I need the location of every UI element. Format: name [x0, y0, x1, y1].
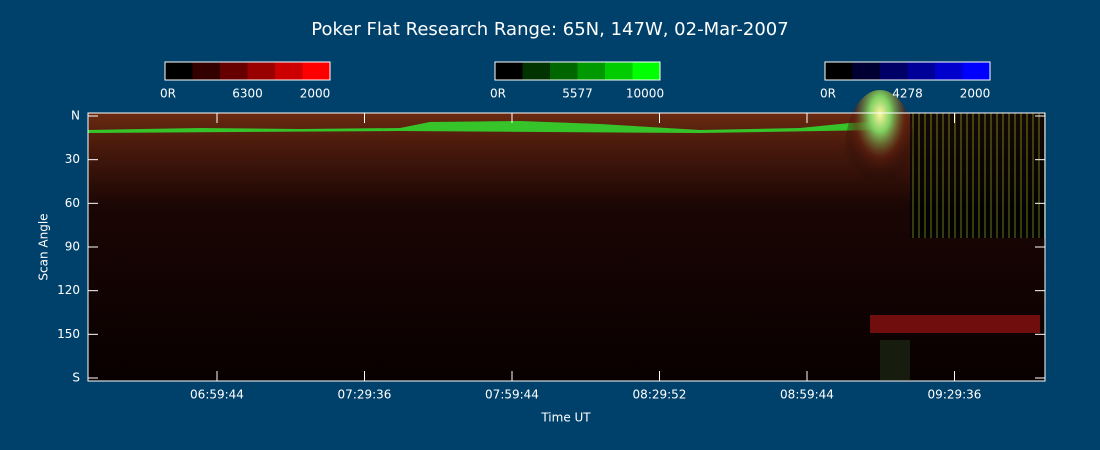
colorbar-frame	[824, 61, 991, 81]
x-tick-label: 07:59:44	[485, 388, 539, 402]
colorbar-base	[522, 62, 551, 80]
colorbar-segment	[632, 62, 661, 80]
colorbar-segment	[220, 62, 248, 80]
colorbar-segment	[495, 62, 523, 80]
colorbar-label: 0R	[490, 87, 506, 101]
colorbar-segment	[962, 62, 991, 80]
x-tick-label: 07:29:36	[338, 388, 392, 402]
colorbar-segment	[577, 62, 606, 80]
y-tick-label: 150	[57, 327, 80, 341]
colorbar-segment	[247, 62, 276, 80]
colorbar-base	[880, 62, 908, 80]
x-tick-label: 06:59:44	[190, 388, 244, 402]
y-tick-label: S	[72, 371, 80, 385]
colorbar-segment	[852, 62, 881, 80]
chart-title: Poker Flat Research Range: 65N, 147W, 02…	[311, 19, 788, 40]
y-tick-label: 90	[65, 240, 80, 254]
colorbar-frame	[164, 61, 331, 81]
colorbar-base	[165, 62, 193, 80]
colorbar-segment	[522, 62, 551, 80]
colorbar-base	[495, 62, 523, 80]
colorbar-segment	[550, 62, 578, 80]
colorbar-label: 0R	[160, 87, 176, 101]
x-tick-label: 08:59:44	[780, 388, 834, 402]
colorbar-base	[852, 62, 881, 80]
y-tick-label: 120	[57, 283, 80, 297]
colorbar-segment	[825, 62, 853, 80]
colorbar-segment	[907, 62, 936, 80]
colorbar-label: 4278	[892, 87, 923, 101]
colorbar-label: 5577	[562, 87, 593, 101]
colorbar-frame	[494, 61, 661, 81]
colorbar-segment	[165, 62, 193, 80]
x-tick-label: 08:29:52	[633, 388, 687, 402]
x-tick-label: 09:29:36	[928, 388, 982, 402]
colorbar-segment	[275, 62, 303, 80]
colorbar-segment	[935, 62, 963, 80]
colorbar-label: 10000	[626, 87, 664, 101]
colorbar-base	[825, 62, 853, 80]
x-axis-label: Time UT	[540, 411, 591, 425]
colorbar-segment	[605, 62, 633, 80]
keogram-image	[88, 90, 1045, 381]
colorbar-segment	[880, 62, 908, 80]
colorbar-label: 6300	[232, 87, 263, 101]
colorbar-label: 2000	[300, 87, 331, 101]
colorbar-base	[550, 62, 578, 80]
colorbar-base	[192, 62, 221, 80]
y-axis-label: Scan Angle	[37, 213, 51, 280]
colorbar-base	[220, 62, 248, 80]
colorbar-label: 0R	[820, 87, 836, 101]
colorbar-segment	[192, 62, 221, 80]
y-tick-label: N	[71, 109, 80, 123]
colorbar-segment	[302, 62, 331, 80]
y-tick-label: 60	[65, 196, 80, 210]
y-tick-label: 30	[65, 152, 80, 166]
colorbar-label: 2000	[960, 87, 991, 101]
